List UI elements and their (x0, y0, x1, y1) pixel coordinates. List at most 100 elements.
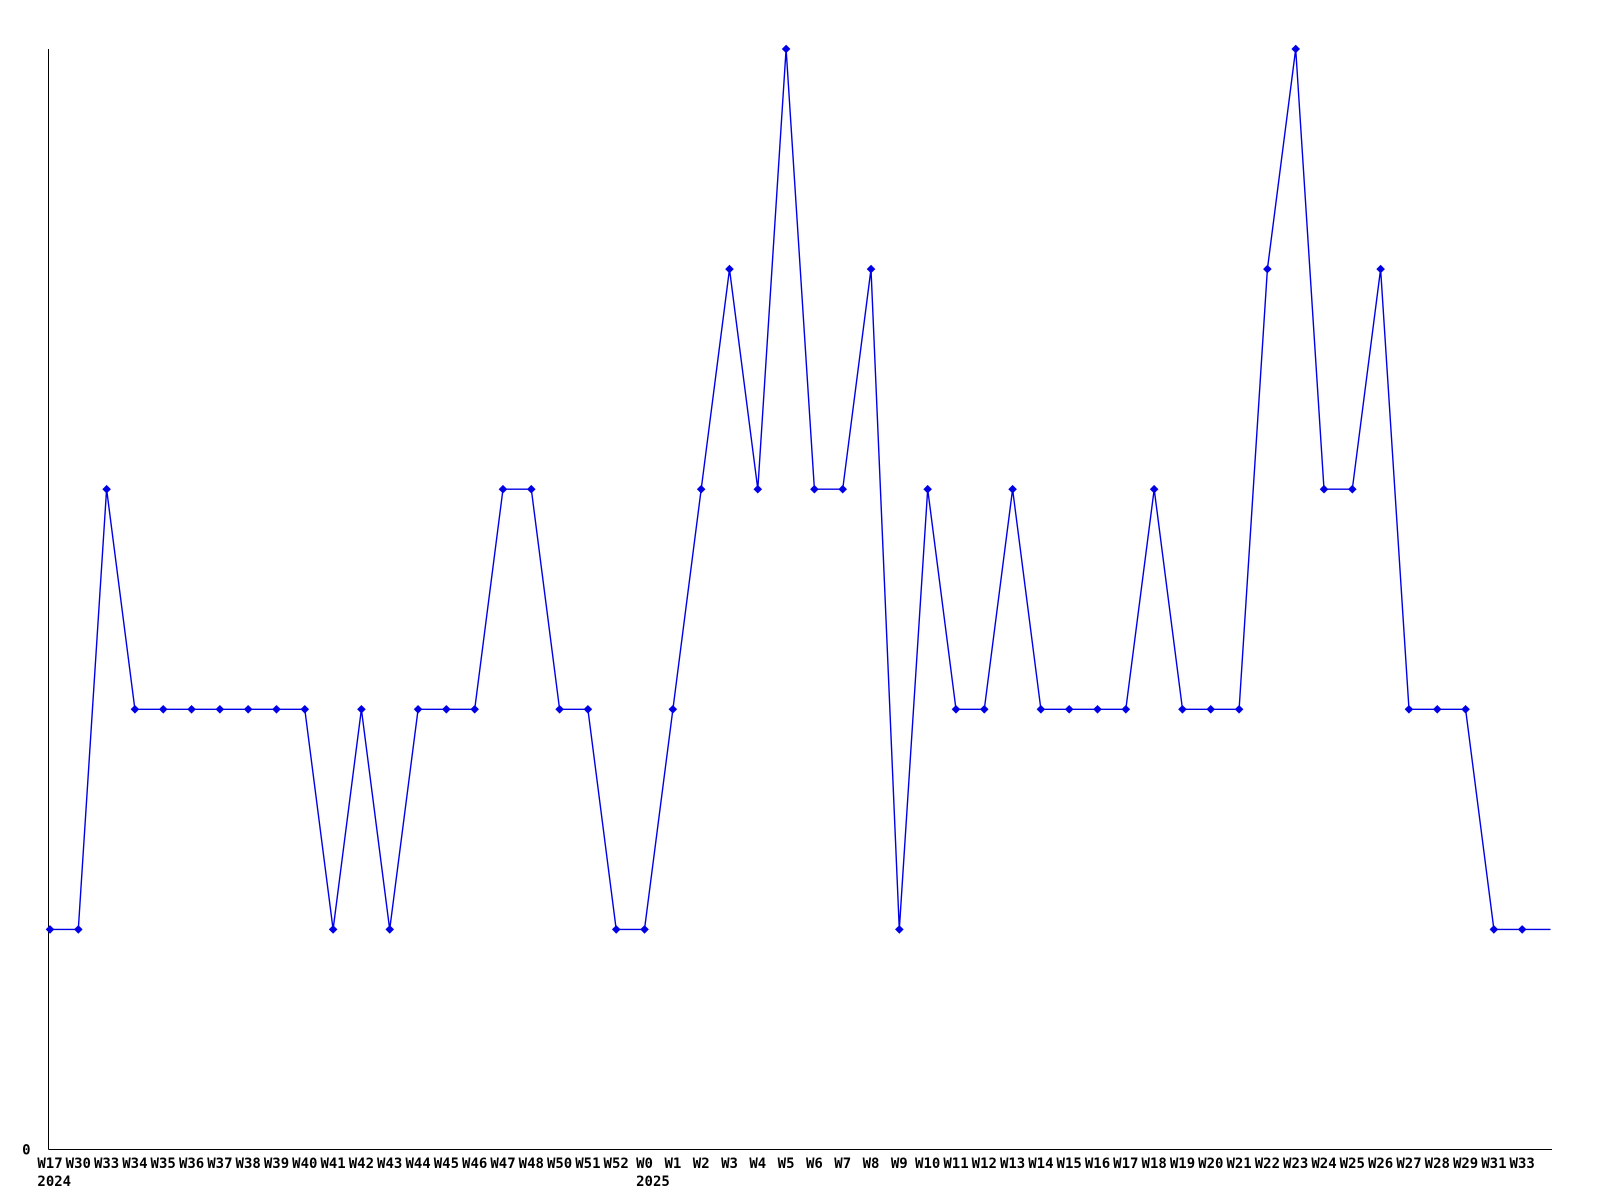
data-point-marker (1008, 484, 1017, 494)
y-tick-label: 0 (22, 1143, 30, 1159)
x-tick-label: W42 (349, 1156, 374, 1172)
x-tick-label: W31 (1481, 1156, 1506, 1172)
x-tick-label: W35 (151, 1156, 176, 1172)
x-tick-label: W50 (547, 1156, 572, 1172)
x-tick-label: W25 (1340, 1156, 1365, 1172)
x-tick-label: W45 (434, 1156, 459, 1172)
year-label: 2024 (37, 1174, 71, 1190)
data-point-marker (1348, 484, 1357, 494)
data-point-marker (866, 264, 876, 274)
x-tick-label: W16 (1085, 1156, 1110, 1172)
data-point-marker (895, 925, 904, 934)
x-tick-label: W0 (636, 1156, 653, 1172)
data-point-marker (102, 484, 111, 494)
data-point-marker (526, 484, 536, 494)
x-tick-label: W22 (1255, 1156, 1280, 1172)
data-point-marker (1517, 925, 1527, 934)
data-point-marker (753, 484, 763, 494)
x-tick-label: W39 (264, 1156, 289, 1172)
x-tick-label: W38 (236, 1156, 261, 1172)
data-point-marker (357, 704, 366, 714)
x-tick-label: W17 (1113, 1156, 1138, 1172)
data-point-marker (810, 484, 819, 494)
x-tick-label: W15 (1057, 1156, 1082, 1172)
x-tick-label: W52 (604, 1156, 629, 1172)
x-tick-label: W1 (664, 1156, 681, 1172)
data-point-marker (413, 704, 423, 714)
x-tick-label: W46 (462, 1156, 487, 1172)
data-point-marker (385, 925, 395, 934)
data-point-marker (583, 704, 593, 714)
x-tick-label: W3 (721, 1156, 738, 1172)
data-point-marker (1234, 704, 1244, 714)
x-tick-label: W51 (575, 1156, 600, 1172)
data-point-marker (442, 704, 451, 714)
x-tick-label: W44 (405, 1156, 430, 1172)
x-tick-label: W6 (806, 1156, 823, 1172)
data-point-marker (215, 704, 225, 714)
data-point-marker (611, 925, 621, 934)
x-tick-label: W37 (207, 1156, 232, 1172)
x-tick-label: W24 (1311, 1156, 1336, 1172)
data-point-marker (725, 264, 734, 274)
data-point-marker (187, 704, 196, 714)
x-tick-label: W21 (1226, 1156, 1251, 1172)
data-point-marker (158, 704, 168, 714)
x-tick-label: W20 (1198, 1156, 1223, 1172)
x-tick-label: W14 (1028, 1156, 1053, 1172)
data-point-marker (1432, 704, 1442, 714)
x-tick-label: W40 (292, 1156, 317, 1172)
data-point-marker (74, 925, 83, 934)
x-tick-label: W7 (834, 1156, 851, 1172)
x-tick-label: W8 (863, 1156, 880, 1172)
x-tick-label: W29 (1453, 1156, 1478, 1172)
x-tick-label: W4 (749, 1156, 766, 1172)
x-tick-label: W10 (915, 1156, 940, 1172)
x-tick-label: W13 (1000, 1156, 1025, 1172)
data-point-marker (272, 704, 281, 714)
data-point-marker (1376, 264, 1385, 274)
data-point-marker (1489, 925, 1499, 934)
x-tick-label: W36 (179, 1156, 204, 1172)
data-point-marker (838, 484, 848, 494)
x-tick-label: W27 (1396, 1156, 1421, 1172)
x-tick-label: W30 (66, 1156, 91, 1172)
x-tick-label: W41 (320, 1156, 345, 1172)
data-point-marker (1404, 704, 1414, 714)
x-tick-label: W17 (37, 1156, 62, 1172)
data-point-marker (1149, 484, 1159, 494)
data-point-marker (1178, 704, 1187, 714)
x-tick-label: W19 (1170, 1156, 1195, 1172)
x-tick-label: W48 (519, 1156, 544, 1172)
x-tick-label: W2 (693, 1156, 710, 1172)
x-tick-label: W34 (122, 1156, 147, 1172)
data-point-marker (1263, 264, 1272, 274)
data-point-marker (1291, 44, 1301, 54)
data-point-marker (1461, 704, 1470, 714)
x-tick-label: W43 (377, 1156, 402, 1172)
data-point-marker (1206, 704, 1216, 714)
x-tick-label: W12 (972, 1156, 997, 1172)
x-tick-label: W11 (943, 1156, 968, 1172)
data-point-marker (1319, 484, 1329, 494)
data-point-marker (555, 704, 564, 714)
data-point-marker (328, 925, 338, 934)
data-point-marker (951, 704, 961, 714)
x-tick-label: W33 (94, 1156, 119, 1172)
data-point-marker (498, 484, 508, 494)
data-point-marker (1064, 704, 1074, 714)
data-point-marker (243, 704, 253, 714)
data-point-marker (979, 704, 989, 714)
data-point-marker (1121, 704, 1131, 714)
data-point-marker (1093, 704, 1102, 714)
data-point-marker (781, 44, 791, 54)
x-tick-label: W28 (1425, 1156, 1450, 1172)
data-point-marker (640, 925, 649, 934)
x-tick-label: W26 (1368, 1156, 1393, 1172)
x-tick-label: W47 (490, 1156, 515, 1172)
data-point-marker (1036, 704, 1046, 714)
x-tick-label: W9 (891, 1156, 908, 1172)
data-point-marker (696, 484, 706, 494)
